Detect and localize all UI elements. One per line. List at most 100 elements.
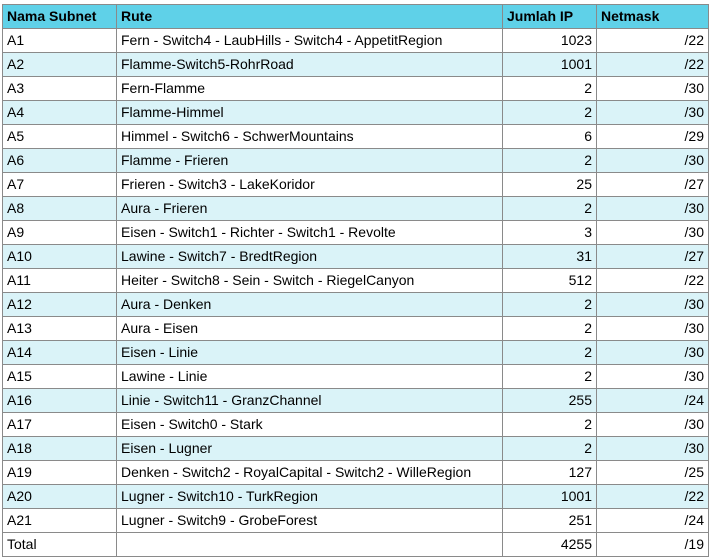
rute-cell[interactable]: Flamme - Frieren [116, 148, 503, 173]
subnet-name-cell[interactable]: A9 [2, 220, 117, 245]
netmask-cell[interactable]: /30 [596, 316, 709, 341]
jumlah-ip-cell[interactable]: 2 [502, 340, 597, 365]
rute-cell[interactable]: Heiter - Switch8 - Sein - Switch - Riege… [116, 268, 503, 293]
jumlah-ip-cell[interactable]: 2 [502, 364, 597, 389]
netmask-cell[interactable]: /25 [596, 460, 709, 485]
netmask-cell[interactable]: /30 [596, 196, 709, 221]
subnet-name-cell[interactable]: A14 [2, 340, 117, 365]
netmask-cell[interactable]: /22 [596, 484, 709, 509]
total-rute-cell[interactable] [116, 532, 503, 557]
rute-cell[interactable]: Lawine - Linie [116, 364, 503, 389]
netmask-cell[interactable]: /30 [596, 100, 709, 125]
subnet-name-cell[interactable]: A18 [2, 436, 117, 461]
subnet-name-cell[interactable]: A8 [2, 196, 117, 221]
jumlah-ip-cell[interactable]: 25 [502, 172, 597, 197]
jumlah-ip-cell[interactable]: 3 [502, 220, 597, 245]
rute-cell[interactable]: Fern-Flamme [116, 76, 503, 101]
rute-cell[interactable]: Himmel - Switch6 - SchwerMountains [116, 124, 503, 149]
rute-cell[interactable]: Flamme-Himmel [116, 100, 503, 125]
jumlah-ip-cell[interactable]: 1023 [502, 28, 597, 53]
rute-cell[interactable]: Denken - Switch2 - RoyalCapital - Switch… [116, 460, 503, 485]
rute-cell[interactable]: Fern - Switch4 - LaubHills - Switch4 - A… [116, 28, 503, 53]
jumlah-ip-cell[interactable]: 2 [502, 148, 597, 173]
jumlah-ip-cell[interactable]: 512 [502, 268, 597, 293]
jumlah-ip-cell[interactable]: 2 [502, 100, 597, 125]
subnet-name-cell[interactable]: A12 [2, 292, 117, 317]
subnet-name-cell[interactable]: A10 [2, 244, 117, 269]
header-rute[interactable]: Rute [116, 4, 503, 29]
jumlah-ip-cell[interactable]: 2 [502, 412, 597, 437]
subnet-name-cell[interactable]: A15 [2, 364, 117, 389]
subnet-name-cell[interactable]: A11 [2, 268, 117, 293]
subnet-name-cell[interactable]: A16 [2, 388, 117, 413]
total-label-cell[interactable]: Total [2, 532, 117, 557]
table-row: A8 Aura - Frieren 2/30 [2, 196, 709, 221]
table-row: A17 Eisen - Switch0 - Stark 2/30 [2, 412, 709, 437]
netmask-cell[interactable]: /27 [596, 244, 709, 269]
jumlah-ip-cell[interactable]: 1001 [502, 52, 597, 77]
header-jumlah-ip[interactable]: Jumlah IP [502, 4, 597, 29]
subnet-name-cell[interactable]: A13 [2, 316, 117, 341]
subnet-name-cell[interactable]: A19 [2, 460, 117, 485]
header-nama-subnet[interactable]: Nama Subnet [2, 4, 117, 29]
jumlah-ip-cell[interactable]: 255 [502, 388, 597, 413]
rute-cell[interactable]: Eisen - Switch1 - Richter - Switch1 - Re… [116, 220, 503, 245]
subnet-name-cell[interactable]: A2 [2, 52, 117, 77]
table-row: A11 Heiter - Switch8 - Sein - Switch - Ri… [2, 268, 709, 293]
jumlah-ip-cell[interactable]: 2 [502, 76, 597, 101]
table-row: A10 Lawine - Switch7 - BredtRegion 31/27 [2, 244, 709, 269]
rute-cell[interactable]: Flamme-Switch5-RohrRoad [116, 52, 503, 77]
subnet-name-cell[interactable]: A17 [2, 412, 117, 437]
netmask-cell[interactable]: /22 [596, 28, 709, 53]
rute-cell[interactable]: Aura - Denken [116, 292, 503, 317]
subnet-name-cell[interactable]: A3 [2, 76, 117, 101]
table-row: A12 Aura - Denken 2/30 [2, 292, 709, 317]
netmask-cell[interactable]: /29 [596, 124, 709, 149]
netmask-cell[interactable]: /30 [596, 220, 709, 245]
jumlah-ip-cell[interactable]: 2 [502, 292, 597, 317]
jumlah-ip-cell[interactable]: 127 [502, 460, 597, 485]
subnet-name-cell[interactable]: A4 [2, 100, 117, 125]
subnet-name-cell[interactable]: A5 [2, 124, 117, 149]
total-jumlah-ip-cell[interactable]: 4255 [502, 532, 597, 557]
subnet-name-cell[interactable]: A21 [2, 508, 117, 533]
jumlah-ip-cell[interactable]: 6 [502, 124, 597, 149]
netmask-cell[interactable]: /30 [596, 436, 709, 461]
subnet-name-cell[interactable]: A20 [2, 484, 117, 509]
rute-cell[interactable]: Eisen - Linie [116, 340, 503, 365]
netmask-cell[interactable]: /22 [596, 268, 709, 293]
netmask-cell[interactable]: /24 [596, 508, 709, 533]
rute-cell[interactable]: Aura - Frieren [116, 196, 503, 221]
jumlah-ip-cell[interactable]: 2 [502, 196, 597, 221]
table-row: A19 Denken - Switch2 - RoyalCapital - Swi… [2, 460, 709, 485]
rute-cell[interactable]: Lugner - Switch10 - TurkRegion [116, 484, 503, 509]
subnet-name-cell[interactable]: A1 [2, 28, 117, 53]
netmask-cell[interactable]: /24 [596, 388, 709, 413]
header-netmask[interactable]: Netmask [596, 4, 709, 29]
jumlah-ip-cell[interactable]: 31 [502, 244, 597, 269]
total-netmask-cell[interactable]: /19 [596, 532, 709, 557]
table-row: A6 Flamme - Frieren 2/30 [2, 148, 709, 173]
netmask-cell[interactable]: /30 [596, 292, 709, 317]
jumlah-ip-cell[interactable]: 2 [502, 316, 597, 341]
jumlah-ip-cell[interactable]: 1001 [502, 484, 597, 509]
netmask-cell[interactable]: /22 [596, 52, 709, 77]
table-row: A20 Lugner - Switch10 - TurkRegion 1001/22 [2, 484, 709, 509]
subnet-name-cell[interactable]: A7 [2, 172, 117, 197]
netmask-cell[interactable]: /30 [596, 340, 709, 365]
jumlah-ip-cell[interactable]: 2 [502, 436, 597, 461]
jumlah-ip-cell[interactable]: 251 [502, 508, 597, 533]
netmask-cell[interactable]: /30 [596, 412, 709, 437]
rute-cell[interactable]: Eisen - Lugner [116, 436, 503, 461]
rute-cell[interactable]: Frieren - Switch3 - LakeKoridor [116, 172, 503, 197]
netmask-cell[interactable]: /27 [596, 172, 709, 197]
rute-cell[interactable]: Lawine - Switch7 - BredtRegion [116, 244, 503, 269]
rute-cell[interactable]: Eisen - Switch0 - Stark [116, 412, 503, 437]
rute-cell[interactable]: Aura - Eisen [116, 316, 503, 341]
netmask-cell[interactable]: /30 [596, 364, 709, 389]
rute-cell[interactable]: Lugner - Switch9 - GrobeForest [116, 508, 503, 533]
netmask-cell[interactable]: /30 [596, 76, 709, 101]
netmask-cell[interactable]: /30 [596, 148, 709, 173]
subnet-name-cell[interactable]: A6 [2, 148, 117, 173]
rute-cell[interactable]: Linie - Switch11 - GranzChannel [116, 388, 503, 413]
